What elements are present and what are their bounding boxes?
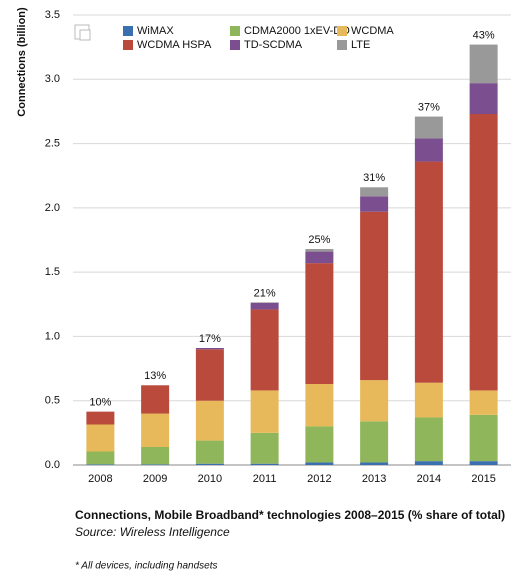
y-tick-label: 2.0: [45, 202, 60, 214]
bar-segment: [305, 251, 334, 264]
legend-label: WCDMA HSPA: [137, 39, 212, 51]
bar-segment: [414, 161, 443, 383]
bar-segment: [195, 400, 224, 441]
icon: [79, 29, 91, 41]
bar-segment: [469, 461, 498, 465]
share-label: 43%: [473, 29, 495, 41]
share-label: 17%: [199, 333, 221, 345]
x-tick-label: 2012: [307, 473, 331, 485]
bar-segment: [305, 462, 334, 465]
bar-segment: [305, 426, 334, 463]
bar-segment: [141, 413, 170, 447]
bar-segment: [250, 463, 279, 465]
legend-swatch: [123, 40, 133, 50]
bar-segment: [360, 421, 389, 463]
footnote: * All devices, including handsets: [75, 561, 218, 572]
share-label: 13%: [144, 370, 166, 382]
bar-segment: [250, 303, 279, 310]
bar-segment: [469, 83, 498, 114]
legend-label: WiMAX: [137, 25, 174, 37]
bar-segment: [195, 463, 224, 465]
legend-label: TD-SCDMA: [244, 39, 303, 51]
share-label: 21%: [254, 287, 276, 299]
legend-label: CDMA2000 1xEV-DO: [244, 25, 350, 37]
bar-segment: [141, 447, 170, 465]
bar-segment: [469, 390, 498, 415]
bar-segment: [414, 382, 443, 418]
bar-segment: [250, 390, 279, 433]
source: Source: Wireless Intelligence: [75, 525, 230, 539]
bar-segment: [360, 462, 389, 465]
x-tick-label: 2013: [362, 473, 386, 485]
x-tick-label: 2008: [88, 473, 112, 485]
x-tick-label: 2014: [417, 473, 441, 485]
share-label: 31%: [363, 172, 385, 184]
y-tick-label: 3.5: [45, 9, 60, 21]
legend-swatch: [123, 26, 133, 36]
bar-segment: [414, 417, 443, 462]
bar-segment: [195, 349, 224, 401]
bar-segment: [86, 464, 115, 465]
x-tick-label: 2015: [471, 473, 495, 485]
bar-segment: [414, 116, 443, 139]
y-tick-label: 0.0: [45, 459, 60, 471]
share-label: 10%: [89, 397, 111, 409]
legend-label: WCDMA: [351, 25, 394, 37]
bar-segment: [86, 451, 115, 465]
y-axis-label: Connections (billion): [16, 7, 28, 117]
bar-segment: [469, 114, 498, 391]
legend-swatch: [230, 40, 240, 50]
chart-title: Connections, Mobile Broadband* technolog…: [75, 508, 505, 522]
bar-segment: [469, 414, 498, 462]
y-tick-label: 2.5: [45, 137, 60, 149]
bar-segment: [414, 138, 443, 162]
bar-segment: [414, 461, 443, 465]
bar-segment: [250, 302, 279, 303]
bar-segment: [360, 187, 389, 197]
share-label: 37%: [418, 101, 440, 113]
y-tick-label: 3.0: [45, 73, 60, 85]
bar-segment: [141, 464, 170, 465]
x-tick-label: 2011: [253, 473, 277, 485]
bar-segment: [360, 211, 389, 381]
bar-segment: [141, 385, 170, 414]
legend-swatch: [337, 26, 347, 36]
y-tick-label: 0.5: [45, 395, 60, 407]
bar-segment: [305, 384, 334, 427]
bar-segment: [305, 249, 334, 252]
legend-label: LTE: [351, 39, 370, 51]
bar-segment: [195, 440, 224, 464]
legend-swatch: [337, 40, 347, 50]
share-label: 25%: [308, 234, 330, 246]
x-tick-label: 2009: [143, 473, 167, 485]
bar-segment: [86, 424, 115, 452]
bar-segment: [360, 380, 389, 422]
x-tick-label: 2010: [198, 473, 222, 485]
bar-segment: [360, 196, 389, 212]
y-tick-label: 1.0: [45, 330, 60, 342]
legend-swatch: [230, 26, 240, 36]
bar-segment: [469, 44, 498, 84]
bar-segment: [250, 309, 279, 391]
bar-segment: [305, 263, 334, 384]
bar-segment: [86, 411, 115, 425]
y-tick-label: 1.5: [45, 266, 60, 278]
bar-segment: [250, 432, 279, 464]
bar-segment: [195, 348, 224, 350]
